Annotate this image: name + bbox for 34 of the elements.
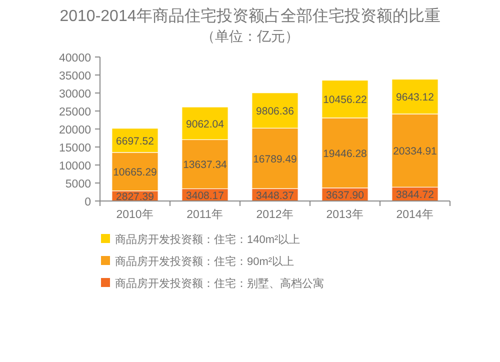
data-label: 13637.34 [183, 159, 228, 172]
x-tick-label: 2014年 [396, 208, 434, 221]
y-tick-label: 25000 [59, 106, 91, 118]
data-label: 16789.49 [253, 153, 298, 166]
y-tick-label: 35000 [59, 70, 91, 82]
data-label: 19446.28 [323, 148, 368, 160]
y-tick-label: 40000 [59, 52, 91, 64]
y-tick-label: 5000 [65, 178, 91, 190]
y-tick-label: 15000 [59, 142, 91, 154]
data-label: 10665.29 [113, 166, 158, 179]
chart-title: 2010-2014年商品住宅投资额占全部住宅投资额的比重 [60, 7, 440, 25]
data-label: 3844.72 [396, 189, 434, 202]
x-tick-label: 2012年 [256, 208, 294, 221]
data-label: 3448.37 [256, 190, 294, 202]
y-tick-label: 30000 [59, 88, 91, 100]
legend-label: 商品房开发投资额：住宅：别墅、高档公寓 [115, 277, 324, 290]
data-label: 9643.12 [396, 92, 434, 104]
data-label: 6697.52 [116, 135, 154, 148]
x-tick-label: 2013年 [326, 208, 364, 221]
data-label: 20334.91 [393, 146, 438, 158]
y-tick-label: 10000 [59, 160, 91, 172]
data-label: 9806.36 [256, 105, 294, 118]
data-label: 3408.17 [186, 190, 224, 202]
data-label: 9062.04 [186, 118, 224, 130]
legend-label: 商品房开发投资额：住宅：90m²以上 [115, 255, 294, 268]
x-tick-label: 2010年 [116, 208, 154, 221]
chart-subtitle: （单位：亿元） [201, 28, 299, 44]
y-tick-label: 0 [84, 196, 91, 208]
data-label: 2827.39 [116, 190, 154, 203]
legend-label: 商品房开发投资额：住宅：140m²以上 [115, 233, 300, 246]
data-label: 10456.22 [323, 94, 368, 106]
x-tick-label: 2011年 [186, 208, 224, 221]
data-label: 3637.90 [326, 189, 364, 202]
y-tick-label: 20000 [59, 124, 91, 136]
